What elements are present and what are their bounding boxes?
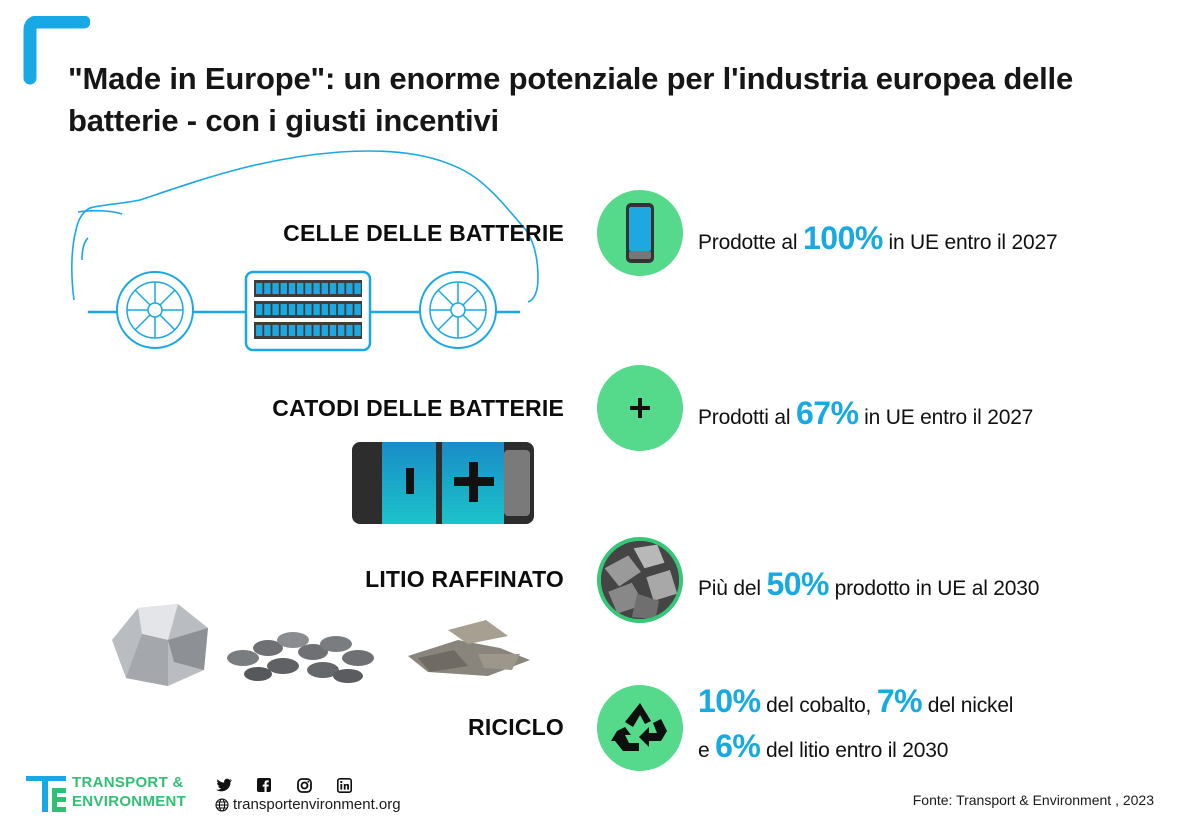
cathode-circle <box>597 365 683 451</box>
battery-cell <box>256 325 263 336</box>
linkedin-icon[interactable] <box>335 777 353 793</box>
facebook-icon[interactable] <box>255 777 273 793</box>
battery-cell <box>338 283 345 294</box>
battery-cell <box>346 283 353 294</box>
page-title: "Made in Europe": un enorme potenziale p… <box>68 61 1074 138</box>
website-text: transportenvironment.org <box>233 796 401 813</box>
battery-cell <box>256 283 263 294</box>
battery-cell <box>280 304 287 315</box>
flakes-pile-icon <box>408 620 530 676</box>
source-note: Fonte: Transport & Environment , 2023 <box>912 792 1154 808</box>
corner-bracket-icon <box>23 16 90 85</box>
battery-cell <box>280 283 287 294</box>
battery-cell <box>297 304 304 315</box>
logo-line-1: TRANSPORT & <box>72 774 184 791</box>
section-label-cathodes: CATODI DELLE BATTERIE <box>272 395 564 421</box>
lithium-photo-icon <box>601 541 679 619</box>
battery-cell <box>329 304 337 315</box>
section-label-cells: CELLE DELLE BATTERIE <box>283 220 564 246</box>
battery-cell <box>264 304 271 315</box>
battery-cell <box>272 325 279 336</box>
battery-cell <box>354 283 361 294</box>
battery-cell <box>288 325 296 336</box>
battery-cell <box>313 304 320 315</box>
section-label-lithium: LITIO RAFFINATO <box>365 566 564 592</box>
battery-cell <box>338 325 345 336</box>
stat-cells: Prodotte al 100% in UE entro il 2027 <box>698 220 1058 256</box>
rear-wheel-icon <box>419 271 497 349</box>
recycle-circle <box>597 685 683 771</box>
stat-lithium: Più del 50% prodotto in UE al 2030 <box>698 566 1040 602</box>
crystal-lump-icon <box>112 604 208 686</box>
recycle-icon <box>611 703 667 751</box>
battery-cell <box>313 325 320 336</box>
logo-line-2: ENVIRONMENT <box>72 793 187 810</box>
battery-icon <box>352 442 534 524</box>
battery-cell <box>354 325 361 336</box>
battery-cell <box>305 325 312 336</box>
battery-cell <box>256 304 263 315</box>
pellets-pile-icon <box>227 632 374 683</box>
battery-cell <box>305 283 312 294</box>
battery-cell <box>272 283 279 294</box>
battery-cell <box>346 304 353 315</box>
battery-cell-icon <box>626 203 654 263</box>
battery-cell <box>313 283 320 294</box>
section-label-recycling: RICICLO <box>468 714 564 740</box>
plus-icon <box>630 398 650 418</box>
battery-pack-icon <box>244 270 372 352</box>
battery-cell <box>264 325 271 336</box>
battery-cell <box>321 304 328 315</box>
battery-cell <box>288 283 296 294</box>
te-logo-icon <box>26 776 66 812</box>
stat-cathodes: Prodotti al 67% in UE entro il 2027 <box>698 395 1034 431</box>
front-wheel-icon <box>116 271 194 349</box>
globe-icon <box>215 797 229 812</box>
battery-cell <box>264 283 271 294</box>
battery-cell <box>272 304 279 315</box>
battery-cell <box>354 304 361 315</box>
battery-cell <box>321 283 328 294</box>
stat-recycling-line2: e 6% del litio entro il 2030 <box>698 728 949 764</box>
te-logo-text[interactable]: TRANSPORT & ENVIRONMENT <box>72 773 186 811</box>
battery-cell <box>305 304 312 315</box>
stat-recycling-line1: 10% del cobalto, 7% del nickel <box>698 683 1014 719</box>
battery-cell <box>346 325 353 336</box>
cell-circle <box>597 190 683 276</box>
battery-cell <box>338 304 345 315</box>
battery-cell <box>329 325 337 336</box>
battery-cell <box>321 325 328 336</box>
battery-cell <box>280 325 287 336</box>
instagram-icon[interactable] <box>295 777 313 793</box>
battery-cell <box>288 304 296 315</box>
car-illustration <box>71 150 539 352</box>
battery-cell <box>297 283 304 294</box>
website-link[interactable]: transportenvironment.org <box>215 796 401 813</box>
battery-cell <box>297 325 304 336</box>
twitter-icon[interactable] <box>215 777 233 793</box>
lithium-minerals-image <box>112 604 530 686</box>
lithium-circle <box>597 537 683 623</box>
social-links <box>215 777 353 793</box>
battery-cell <box>329 283 337 294</box>
